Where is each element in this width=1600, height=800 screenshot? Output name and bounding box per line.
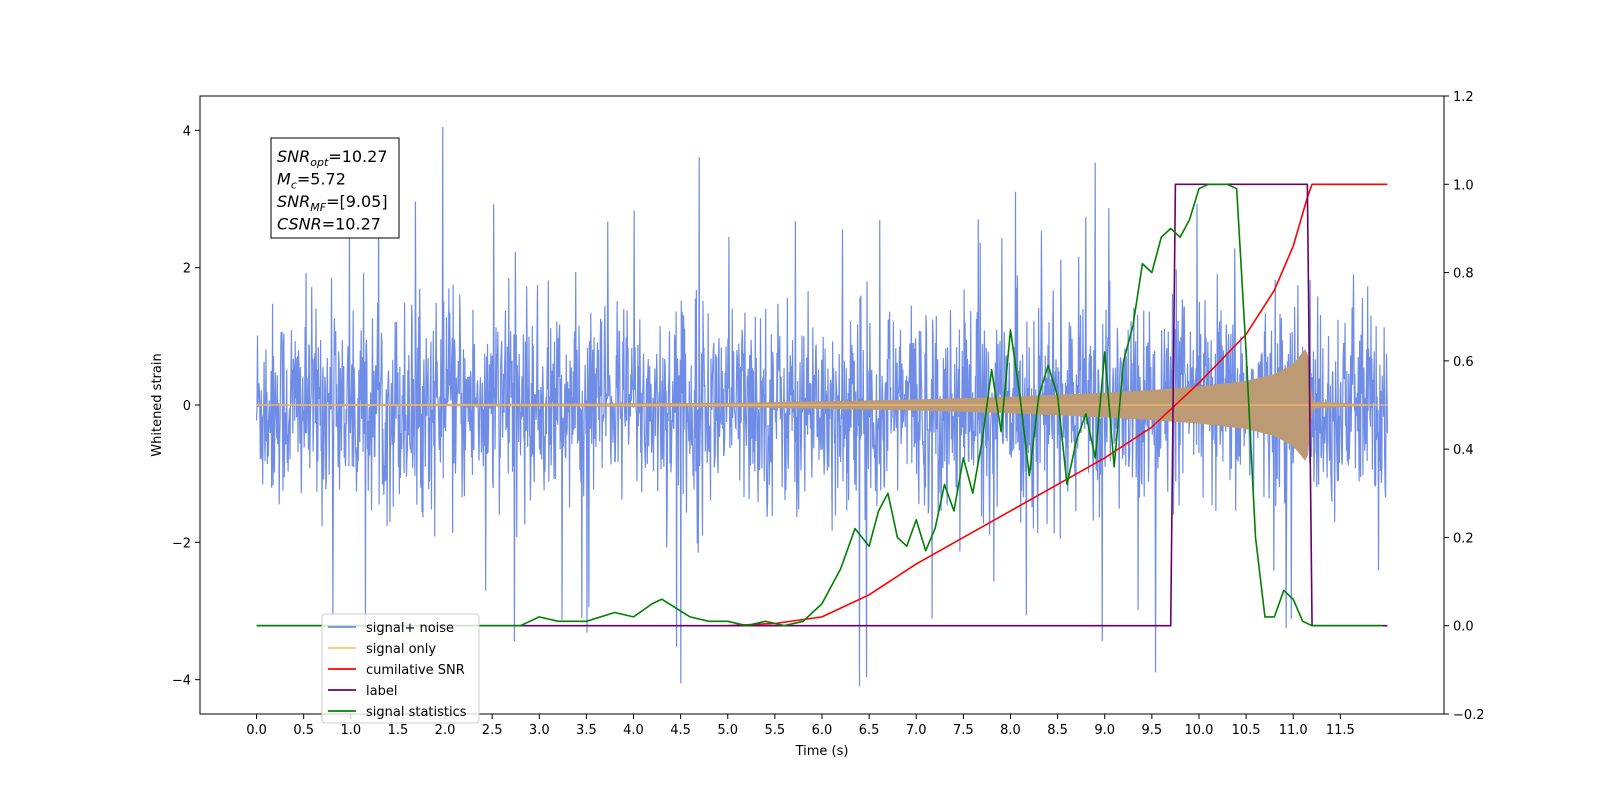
x-tick-label: 8.0 (1000, 723, 1021, 738)
y-axis-left: −4 −2 0 2 4 (172, 124, 200, 689)
y2-tick-label: 1.0 (1453, 178, 1474, 193)
annotation-box: SNRopt=10.27Mc=5.72SNRMF=[9.05]CSNR=10.2… (270, 137, 400, 239)
y-tick-label: 0 (183, 399, 191, 414)
legend-label-signal-noise: signal+ noise (366, 621, 454, 636)
y2-tick-label: 0.2 (1453, 531, 1474, 546)
legend-frame (321, 613, 480, 724)
y-tick-label: 4 (183, 124, 191, 139)
x-tick-label: 0.5 (293, 723, 314, 738)
y2-tick-label: 0.8 (1453, 267, 1474, 282)
x-tick-label: 2.0 (435, 723, 456, 738)
y2-tick-label: 0.6 (1453, 355, 1474, 370)
x-tick-label: 3.5 (576, 723, 597, 738)
x-tick-label: 1.0 (340, 723, 361, 738)
x-tick-label: 7.5 (953, 723, 974, 738)
legend-label-signal-statistics: signal statistics (366, 705, 467, 720)
x-tick-label: 9.5 (1142, 723, 1163, 738)
x-tick-label: 0.0 (246, 723, 267, 738)
y2-tick-label: 1.2 (1453, 90, 1474, 105)
x-tick-label: 4.0 (623, 723, 644, 738)
series-layer (255, 126, 1389, 687)
annotation-frame (270, 137, 400, 239)
annotation-line: SNRopt=10.27 (277, 147, 388, 169)
annotation-line: CSNR=10.27 (277, 215, 381, 234)
annotation-line: Mc=5.72 (277, 170, 346, 192)
legend-label-label: label (366, 684, 397, 699)
x-tick-label: 10.5 (1232, 723, 1261, 738)
y-tick-label: −2 (172, 536, 191, 551)
x-tick-label: 1.5 (388, 723, 409, 738)
y2-tick-label: 0.4 (1453, 443, 1474, 458)
x-tick-label: 11.0 (1279, 723, 1308, 738)
y-tick-label: −4 (172, 674, 191, 689)
y-axis-right: −0.2 0.0 0.2 0.4 0.6 0.8 1.0 1.2 (1444, 90, 1485, 723)
x-tick-label: 9.0 (1094, 723, 1115, 738)
series-cumilative-snr (727, 183, 1388, 627)
y2-tick-label: −0.2 (1453, 708, 1485, 723)
x-tick-label: 3.0 (529, 723, 550, 738)
y2-tick-label: 0.0 (1453, 620, 1474, 635)
x-tick-label: 7.0 (906, 723, 927, 738)
x-tick-label: 5.5 (765, 723, 786, 738)
x-axis-label: Time (s) (795, 744, 849, 759)
annotation-line: SNRMF=[9.05] (277, 192, 388, 214)
x-tick-label: 6.5 (859, 723, 880, 738)
x-tick-label: 5.0 (717, 723, 738, 738)
legend-label-signal-only: signal only (366, 642, 436, 657)
x-tick-label: 4.5 (670, 723, 691, 738)
series-signal-statistics (256, 183, 1383, 627)
x-tick-label: 6.0 (812, 723, 833, 738)
y-tick-label: 2 (183, 262, 191, 277)
x-axis: 0.0 0.5 1.0 1.5 2.0 2.5 3.0 3.5 4.0 4.5 5.0 5.5 6.0 6… (246, 714, 1355, 738)
x-tick-label: 10.0 (1184, 723, 1213, 738)
y-axis-label: Whitened strain (150, 353, 165, 456)
legend-label-cumilative-snr: cumilative SNR (366, 663, 465, 678)
legend: signal+ noise signal only cumilative SNR la… (321, 613, 480, 724)
x-tick-label: 2.5 (482, 723, 503, 738)
x-tick-label: 8.5 (1047, 723, 1068, 738)
x-tick-label: 11.5 (1326, 723, 1355, 738)
